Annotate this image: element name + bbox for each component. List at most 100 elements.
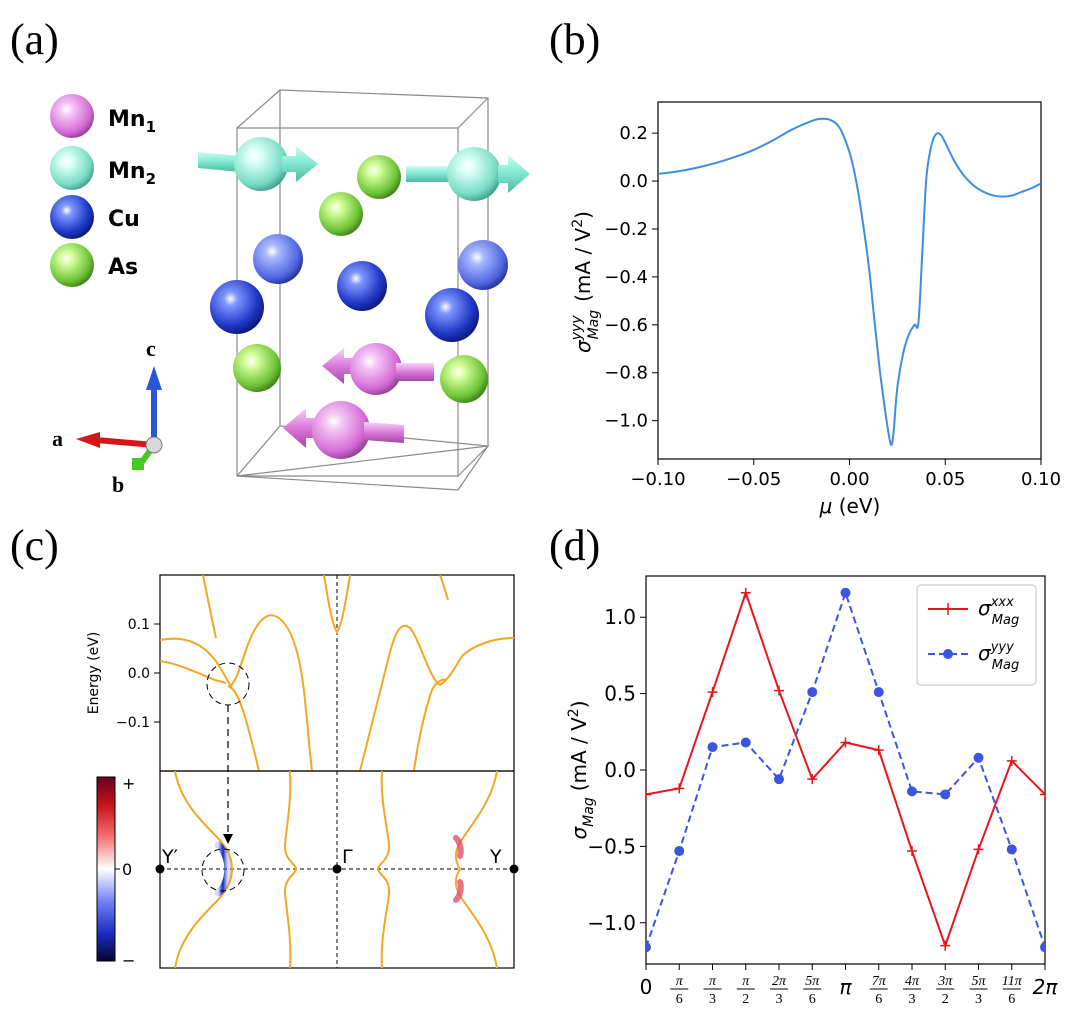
data-point-yyy bbox=[840, 587, 851, 598]
panel-d-legend: σxxx Mag σyyy Mag bbox=[916, 584, 1037, 686]
data-point-yyy bbox=[973, 752, 984, 763]
d-xtick-label: π6 bbox=[670, 974, 689, 1007]
atom-cu bbox=[337, 261, 387, 311]
d-xtick-label: 7π6 bbox=[869, 974, 888, 1007]
b-xtick-label: 0.10 bbox=[1021, 469, 1061, 490]
svg-text:0: 0 bbox=[640, 975, 653, 999]
legend-mn2-name: Mn bbox=[108, 159, 146, 184]
svg-text:5π: 5π bbox=[971, 974, 986, 989]
atom-mn1 bbox=[350, 343, 402, 395]
atom-as bbox=[357, 155, 401, 199]
highlight-circle-top bbox=[206, 662, 250, 706]
data-point-yyy bbox=[907, 786, 917, 797]
data-point-yyy bbox=[873, 687, 884, 698]
b-xtick-label: 0.05 bbox=[925, 469, 965, 490]
svg-text:2: 2 bbox=[742, 992, 749, 1007]
panel-c-label: (c) bbox=[10, 521, 59, 570]
band-ytick-label: −0.1 bbox=[116, 715, 150, 731]
svg-text:3: 3 bbox=[909, 992, 916, 1007]
legend-mn1-sub: 1 bbox=[146, 118, 156, 136]
panel-d-series bbox=[646, 587, 1045, 953]
panel-a-label: (a) bbox=[10, 15, 59, 64]
svg-text:Mn2: Mn2 bbox=[108, 159, 156, 188]
svg-text:11π: 11π bbox=[1002, 974, 1023, 989]
data-point-xxx bbox=[807, 774, 818, 785]
data-point-xxx bbox=[774, 685, 784, 696]
data-point-yyy bbox=[940, 789, 951, 800]
atom-as bbox=[233, 344, 281, 392]
d-xtick-label: 5π3 bbox=[969, 974, 988, 1007]
atom-mn2 bbox=[234, 137, 288, 191]
data-point-xxx bbox=[1040, 789, 1045, 800]
kpoint-gamma-label: Γ bbox=[342, 846, 353, 868]
atom-cu bbox=[253, 234, 303, 284]
svg-text:6: 6 bbox=[875, 992, 882, 1007]
atom-cu bbox=[425, 288, 479, 342]
atom-cu bbox=[210, 280, 264, 334]
band-ytick-label: 0.1 bbox=[128, 617, 150, 633]
d-ytick-label: 0.5 bbox=[604, 682, 636, 706]
atom-mn2 bbox=[447, 147, 501, 201]
spin-arrow-mn2 bbox=[198, 152, 240, 172]
axis-a-label: a bbox=[52, 426, 63, 451]
b-xtick-label: 0.00 bbox=[829, 469, 869, 490]
kpoint-y-dot bbox=[509, 864, 519, 874]
d-xtick-label: 2π3 bbox=[770, 974, 788, 1007]
d-xtick-label: 4π3 bbox=[903, 974, 921, 1007]
panel-b-label: (b) bbox=[549, 15, 600, 64]
svg-text:2π: 2π bbox=[1033, 975, 1059, 999]
data-point-xxx bbox=[873, 745, 884, 756]
atom-as bbox=[319, 192, 363, 236]
data-point-yyy bbox=[740, 737, 751, 748]
panel-d-ylabel: σMag(mA / V2) bbox=[566, 700, 597, 839]
colorbar bbox=[96, 776, 116, 962]
spin-arrow-mn1 bbox=[322, 348, 356, 384]
berry-curvature-positive bbox=[453, 835, 464, 859]
b-ytick-label: −1.0 bbox=[604, 411, 648, 432]
b-xtick-label: −0.10 bbox=[630, 469, 685, 490]
colorbar-zero-label: 0 bbox=[122, 860, 132, 879]
svg-text:π: π bbox=[742, 974, 750, 989]
d-ytick-label: 0.0 bbox=[604, 758, 636, 782]
b-ytick-label: −0.2 bbox=[604, 219, 648, 240]
data-point-yyy bbox=[774, 774, 784, 785]
spin-arrow-mn2 bbox=[406, 166, 450, 182]
crystal-atoms bbox=[198, 137, 530, 459]
svg-text:7π: 7π bbox=[872, 974, 887, 989]
svg-text:6: 6 bbox=[676, 992, 683, 1007]
data-point-yyy bbox=[707, 742, 718, 753]
d-xtick-label: 0 bbox=[640, 975, 653, 999]
unit-cell bbox=[236, 89, 490, 491]
svg-text:3: 3 bbox=[776, 992, 783, 1007]
d-xtick-label: 5π6 bbox=[803, 974, 822, 1007]
d-xtick-label: 2π bbox=[1033, 975, 1059, 999]
b-ytick-label: 0.0 bbox=[619, 171, 648, 192]
spin-arrow-mn1 bbox=[283, 408, 318, 448]
panel-d-label: (d) bbox=[549, 521, 600, 570]
axis-c-label: c bbox=[146, 336, 156, 361]
atom-mn1 bbox=[312, 401, 370, 459]
svg-text:π: π bbox=[839, 975, 852, 999]
b-ytick-label: −0.4 bbox=[604, 267, 648, 288]
band-ylabel: Energy (eV) bbox=[86, 632, 102, 715]
d-ytick-label: −0.5 bbox=[587, 834, 636, 858]
panel-b-ticks: −0.10 −0.05 0.00 0.05 0.10 0.2 0.0 −0.2 −0.4 −0.6… bbox=[604, 123, 1061, 490]
b-xtick-label: −0.05 bbox=[726, 469, 781, 490]
data-point-xxx bbox=[740, 587, 751, 598]
highlight-circle-bottom bbox=[201, 848, 245, 892]
crystal-axes: c a b bbox=[52, 336, 163, 497]
d-xtick-label: π3 bbox=[703, 974, 722, 1007]
legend-as-name: As bbox=[108, 255, 138, 280]
data-point-xxx bbox=[907, 845, 917, 856]
legend-cu-name: Cu bbox=[108, 207, 140, 232]
berry-curvature-positive bbox=[453, 879, 464, 903]
data-point-xxx bbox=[1006, 755, 1017, 766]
kpoint-gamma-dot bbox=[332, 864, 342, 874]
axis-a-arrow bbox=[95, 437, 155, 448]
data-point-xxx bbox=[840, 737, 851, 748]
data-point-yyy bbox=[807, 687, 818, 698]
svg-text:2π: 2π bbox=[772, 974, 787, 989]
